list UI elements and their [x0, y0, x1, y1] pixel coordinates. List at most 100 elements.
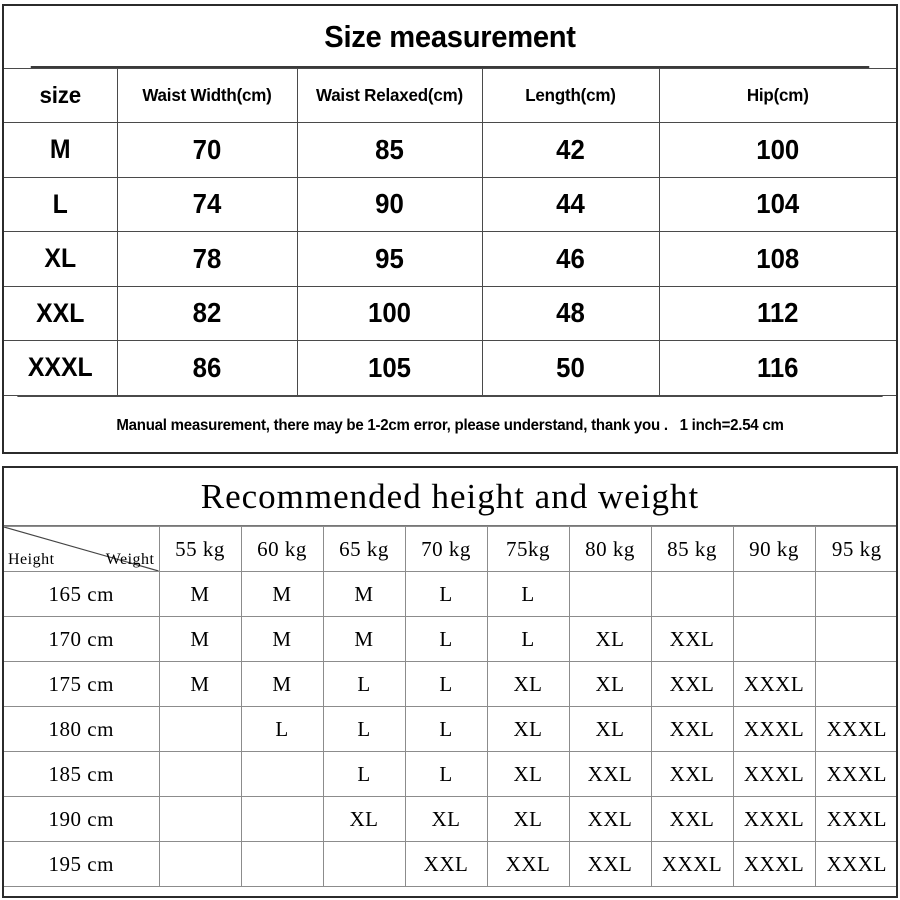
cell-length: 42 [488, 122, 653, 178]
diagonal-divider-icon [4, 527, 158, 571]
table-row: 195 cm XXL XXL XXL XXXL XXXL XXXL [4, 841, 896, 887]
height-row-header: 165 cm [4, 571, 160, 617]
size-cell-empty [322, 841, 406, 887]
table-row: M 70 85 42 100 [4, 122, 896, 178]
weight-column-header: 65 kg [322, 526, 406, 572]
size-cell-empty [732, 616, 816, 662]
table-row: 165 cm M M M L L [4, 571, 896, 617]
height-row-header: 180 cm [4, 706, 160, 752]
cell-hip: 116 [668, 340, 887, 396]
size-cell-l: L [240, 706, 324, 752]
size-cell-xxxl: XXXL [732, 841, 816, 887]
size-cell-empty [814, 661, 896, 707]
size-cell-xxl: XXL [650, 796, 734, 842]
cell-size: L [8, 176, 113, 232]
size-cell-xxl: XXL [486, 841, 570, 887]
header-waist-relaxed: Waist Relaxed(cm) [299, 68, 480, 123]
size-cell-xl: XL [486, 661, 570, 707]
weight-column-header: 95 kg [814, 526, 896, 572]
size-cell-l: L [322, 661, 406, 707]
header-length: Length(cm) [484, 68, 657, 123]
size-cell-l: L [404, 751, 488, 797]
cell-waist-width: 78 [123, 231, 291, 287]
cell-length: 44 [488, 176, 653, 232]
cell-size: XXXL [8, 340, 113, 396]
cell-waist-relaxed: 95 [303, 231, 476, 287]
size-table-header-row: size Waist Width(cm) Waist Relaxed(cm) L… [4, 68, 896, 123]
weight-column-header: 55 kg [158, 526, 242, 572]
weight-column-header: 75kg [486, 526, 570, 572]
size-cell-empty [158, 796, 242, 842]
cell-waist-relaxed: 90 [303, 176, 476, 232]
size-cell-xxl: XXL [404, 841, 488, 887]
size-cell-xxl: XXL [650, 661, 734, 707]
size-cell-xl: XL [486, 796, 570, 842]
size-cell-xxxl: XXXL [732, 661, 816, 707]
cell-waist-relaxed: 85 [303, 122, 476, 178]
table-row: L 74 90 44 104 [4, 176, 896, 232]
height-row-header: 170 cm [4, 616, 160, 662]
size-cell-m: M [158, 571, 242, 617]
cell-hip: 100 [668, 122, 887, 178]
size-cell-xxxl: XXXL [732, 796, 816, 842]
cell-hip: 108 [668, 231, 887, 287]
size-cell-m: M [158, 661, 242, 707]
size-cell-empty [158, 706, 242, 752]
size-cell-m: M [322, 571, 406, 617]
table-row: XL 78 95 46 108 [4, 231, 896, 287]
size-cell-empty [568, 571, 652, 617]
table-row: 175 cm M M L L XL XL XXL XXXL [4, 661, 896, 707]
size-cell-xl: XL [404, 796, 488, 842]
table-row: 190 cm XL XL XL XXL XXL XXXL XXXL [4, 796, 896, 842]
size-cell-xl: XL [486, 706, 570, 752]
header-waist-width: Waist Width(cm) [119, 68, 295, 123]
table-row: XXL 82 100 48 112 [4, 285, 896, 341]
size-cell-empty [240, 751, 324, 797]
size-cell-l: L [322, 706, 406, 752]
corner-weight-label: Weight [105, 551, 155, 568]
header-hip: Hip(cm) [662, 68, 893, 123]
measurement-disclaimer-note: Manual measurement, there may be 1-2cm e… [17, 395, 883, 454]
size-cell-xxxl: XXXL [650, 841, 734, 887]
cell-waist-width: 70 [123, 122, 291, 178]
recommendation-body: 165 cm M M M L L 170 cm M M M L L XL XXL 175 cm M M L L XL X… [4, 571, 896, 887]
size-cell-xxl: XXL [650, 751, 734, 797]
height-row-header: 185 cm [4, 751, 160, 797]
table-row: 170 cm M M M L L XL XXL [4, 616, 896, 662]
cell-hip: 112 [668, 285, 887, 341]
size-measurement-title: Size measurement [30, 6, 870, 68]
size-cell-empty [240, 796, 324, 842]
size-cell-l: L [486, 616, 570, 662]
corner-height-label: Height [8, 551, 55, 568]
cell-waist-relaxed: 105 [303, 340, 476, 396]
recommendation-grid: Height Weight 55 kg 60 kg 65 kg 70 kg 75… [4, 526, 896, 887]
table-row: 185 cm L L XL XXL XXL XXXL XXXL [4, 751, 896, 797]
table-row: XXXL 86 105 50 116 [4, 340, 896, 396]
size-cell-xl: XL [322, 796, 406, 842]
size-cell-xxxl: XXXL [814, 706, 896, 752]
size-cell-l: L [404, 616, 488, 662]
size-cell-xxxl: XXXL [732, 751, 816, 797]
cell-length: 50 [488, 340, 653, 396]
cell-waist-width: 86 [123, 340, 291, 396]
size-cell-xxxl: XXXL [732, 706, 816, 752]
cell-size: XXL [8, 285, 113, 341]
size-cell-xl: XL [568, 616, 652, 662]
cell-waist-width: 82 [123, 285, 291, 341]
size-cell-empty [650, 571, 734, 617]
size-cell-xxxl: XXXL [814, 751, 896, 797]
size-measurement-table: Size measurement size Waist Width(cm) Wa… [2, 4, 898, 454]
size-cell-xxl: XXL [568, 796, 652, 842]
size-cell-m: M [158, 616, 242, 662]
weight-column-header: 85 kg [650, 526, 734, 572]
size-cell-l: L [404, 661, 488, 707]
size-cell-m: M [240, 661, 324, 707]
weight-column-header: 60 kg [240, 526, 324, 572]
header-size: size [5, 68, 116, 123]
height-weight-corner-cell: Height Weight [4, 526, 160, 572]
size-cell-xl: XL [568, 706, 652, 752]
size-cell-empty [240, 841, 324, 887]
size-cell-xxl: XXL [568, 841, 652, 887]
size-cell-m: M [240, 571, 324, 617]
table-row: 180 cm L L L XL XL XXL XXXL XXXL [4, 706, 896, 752]
